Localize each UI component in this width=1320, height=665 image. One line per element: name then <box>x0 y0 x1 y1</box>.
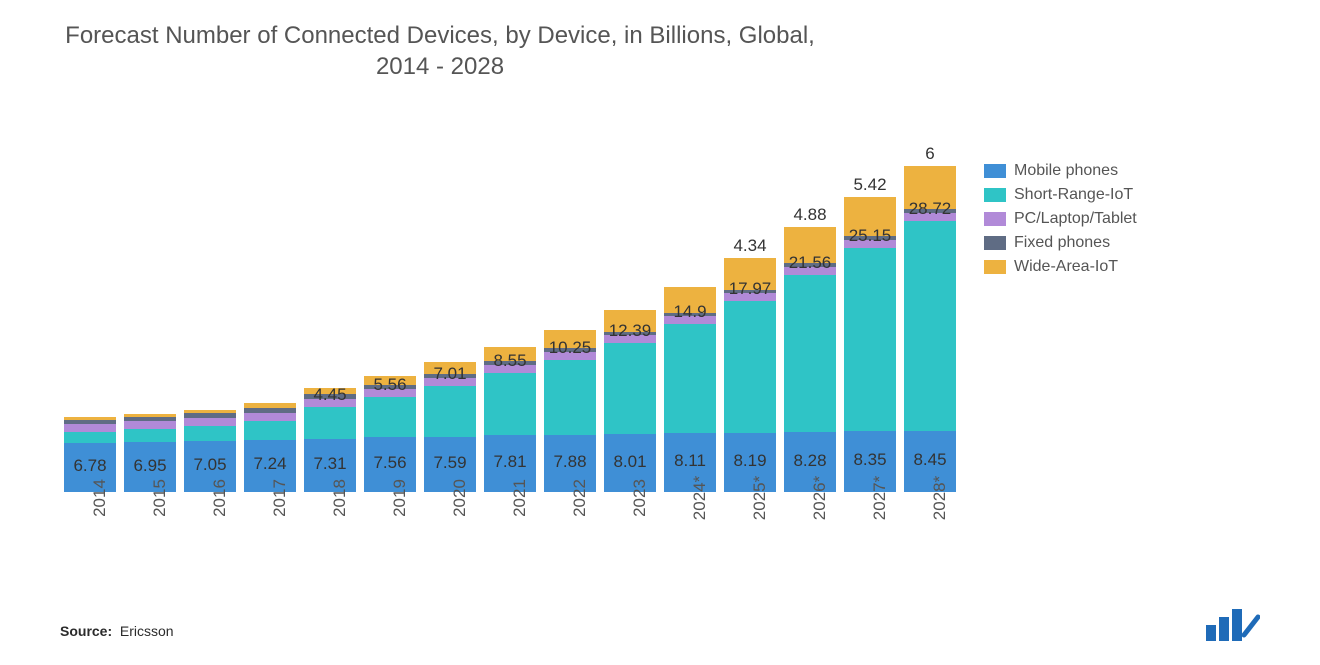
bar-segment-short <box>604 343 656 433</box>
chart-title: Forecast Number of Connected Devices, by… <box>60 20 820 82</box>
bar-segment-short <box>364 397 416 438</box>
x-axis-label: 2026* <box>810 476 830 520</box>
x-axis-label: 2014 <box>90 479 110 517</box>
bar-segment-pc <box>64 424 116 432</box>
x-axis-label: 2015 <box>150 479 170 517</box>
legend-item-wide: Wide-Area-IoT <box>984 258 1137 276</box>
bar-column: 7.314.452018 <box>304 388 356 493</box>
bar-stack: 8.4528.726 <box>904 166 956 493</box>
bar-column: 8.3525.155.422027* <box>844 197 896 493</box>
x-axis-label: 2028* <box>930 476 950 520</box>
brand-logo-icon <box>1204 607 1260 643</box>
bar-stack: 8.3525.155.42 <box>844 197 896 493</box>
bar-segment-short <box>484 373 536 435</box>
bar-segment-short <box>184 426 236 441</box>
x-axis-label: 2020 <box>450 479 470 517</box>
bar-segment-pc <box>244 413 296 421</box>
bar-segment-short <box>424 386 476 437</box>
x-axis-label: 2022 <box>570 479 590 517</box>
source-attribution: Source: Ericsson <box>60 623 174 639</box>
bar-value-bottom: 8.45 <box>855 450 1005 470</box>
legend-swatch <box>984 260 1006 274</box>
bar-segment-short <box>244 421 296 440</box>
bar-segment-short <box>544 360 596 435</box>
x-axis-label: 2021 <box>510 479 530 517</box>
chart-body: 6.7820146.9520157.0520167.2420177.314.45… <box>60 102 1260 582</box>
x-axis-label: 2027* <box>870 476 890 520</box>
bar-segment-short <box>124 429 176 441</box>
legend: Mobile phones Short-Range-IoT PC/Laptop/Ta… <box>984 162 1137 282</box>
bar-segment-short <box>784 275 836 432</box>
bar-column: 8.4528.7262028* <box>904 166 956 493</box>
bar-stack: 7.314.45 <box>304 388 356 493</box>
bar-segment-pc <box>124 421 176 429</box>
bar-segment-short <box>664 324 716 433</box>
bar-value-top: 6 <box>855 144 1005 164</box>
legend-item-pc: PC/Laptop/Tablet <box>984 210 1137 228</box>
bar-segment-short <box>844 248 896 432</box>
bar-value-mid: 28.72 <box>855 199 1005 219</box>
bar-segment-short <box>64 432 116 443</box>
legend-item-mobile: Mobile phones <box>984 162 1137 180</box>
legend-label: Fixed phones <box>1014 234 1110 252</box>
bar-column: 7.052016 <box>184 410 236 493</box>
x-axis-label: 2017 <box>270 479 290 517</box>
x-axis-label: 2016 <box>210 479 230 517</box>
x-axis-label: 2018 <box>330 479 350 517</box>
legend-label: PC/Laptop/Tablet <box>1014 210 1137 228</box>
title-line-1: Forecast Number of Connected Devices, by… <box>65 22 815 49</box>
x-axis-label: 2024* <box>690 476 710 520</box>
bar-column: 7.565.562019 <box>364 376 416 492</box>
bar-segment-short <box>904 221 956 431</box>
legend-label: Short-Range-IoT <box>1014 186 1133 204</box>
title-line-2: 2014 - 2028 <box>376 53 504 80</box>
bar-stack: 7.565.56 <box>364 376 416 492</box>
chart-container: Forecast Number of Connected Devices, by… <box>0 0 1320 665</box>
x-axis-label: 2019 <box>390 479 410 517</box>
source-prefix: Source: <box>60 623 112 639</box>
legend-swatch <box>984 236 1006 250</box>
legend-item-short: Short-Range-IoT <box>984 186 1137 204</box>
legend-label: Mobile phones <box>1014 162 1118 180</box>
bar-column: 6.952015 <box>124 414 176 492</box>
source-name: Ericsson <box>120 623 174 639</box>
x-axis-label: 2023 <box>630 479 650 517</box>
plot-area: 6.7820146.9520157.0520167.2420177.314.45… <box>60 102 960 582</box>
legend-item-fixed: Fixed phones <box>984 234 1137 252</box>
bar-column: 7.242017 <box>244 403 296 492</box>
bar-segment-short <box>724 301 776 432</box>
legend-label: Wide-Area-IoT <box>1014 258 1118 276</box>
x-axis-label: 2025* <box>750 476 770 520</box>
bar-column: 7.597.012020 <box>424 362 476 492</box>
bar-stack: 7.597.01 <box>424 362 476 492</box>
bar-segment-short <box>304 407 356 439</box>
bar-segment-pc <box>184 418 236 426</box>
legend-swatch <box>984 164 1006 178</box>
